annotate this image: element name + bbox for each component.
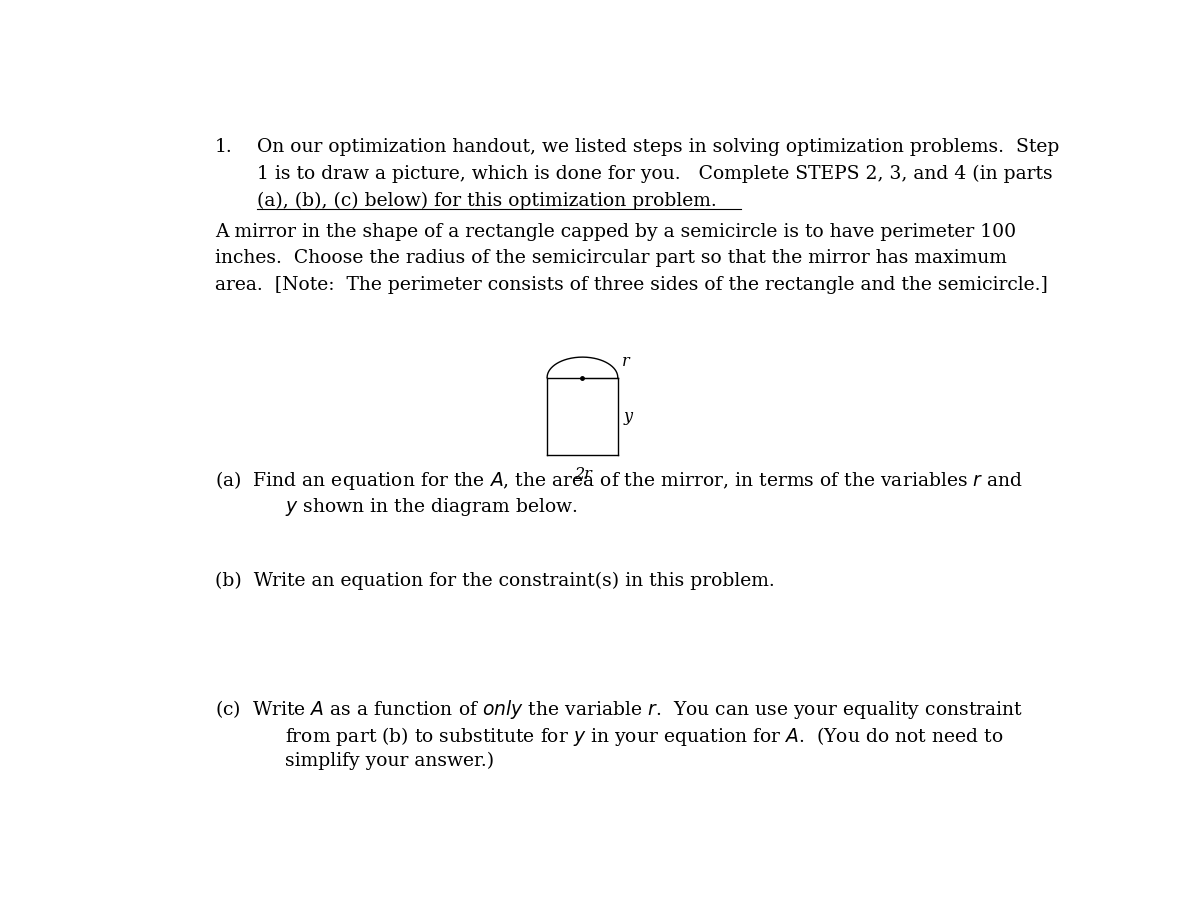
Text: r: r [622, 353, 629, 371]
Text: inches.  Choose the radius of the semicircular part so that the mirror has maxim: inches. Choose the radius of the semicir… [215, 249, 1007, 267]
Text: $y$ shown in the diagram below.: $y$ shown in the diagram below. [284, 496, 577, 518]
Text: (a), (b), (c) below) for this optimization problem.: (a), (b), (c) below) for this optimizati… [257, 191, 716, 210]
Text: from part (b) to substitute for $y$ in your equation for $A$.  (You do not need : from part (b) to substitute for $y$ in y… [284, 725, 1003, 748]
Text: A mirror in the shape of a rectangle capped by a semicircle is to have perimeter: A mirror in the shape of a rectangle cap… [215, 222, 1016, 241]
Text: 1.: 1. [215, 138, 233, 156]
Text: (a)  Find an equation for the $A$, the area of the mirror, in terms of the varia: (a) Find an equation for the $A$, the ar… [215, 469, 1024, 492]
Text: 1 is to draw a picture, which is done for you.   Complete STEPS 2, 3, and 4 (in : 1 is to draw a picture, which is done fo… [257, 165, 1052, 183]
Text: 2r: 2r [574, 466, 592, 482]
Text: On our optimization handout, we listed steps in solving optimization problems.  : On our optimization handout, we listed s… [257, 138, 1060, 156]
Text: y: y [623, 408, 632, 425]
Text: (c)  Write $A$ as a function of $\mathit{only}$ the variable $r$.  You can use y: (c) Write $A$ as a function of $\mathit{… [215, 698, 1024, 721]
Text: area.  [Note:  The perimeter consists of three sides of the rectangle and the se: area. [Note: The perimeter consists of t… [215, 276, 1048, 294]
Text: simplify your answer.): simplify your answer.) [284, 751, 494, 770]
Text: (b)  Write an equation for the constraint(s) in this problem.: (b) Write an equation for the constraint… [215, 571, 775, 589]
